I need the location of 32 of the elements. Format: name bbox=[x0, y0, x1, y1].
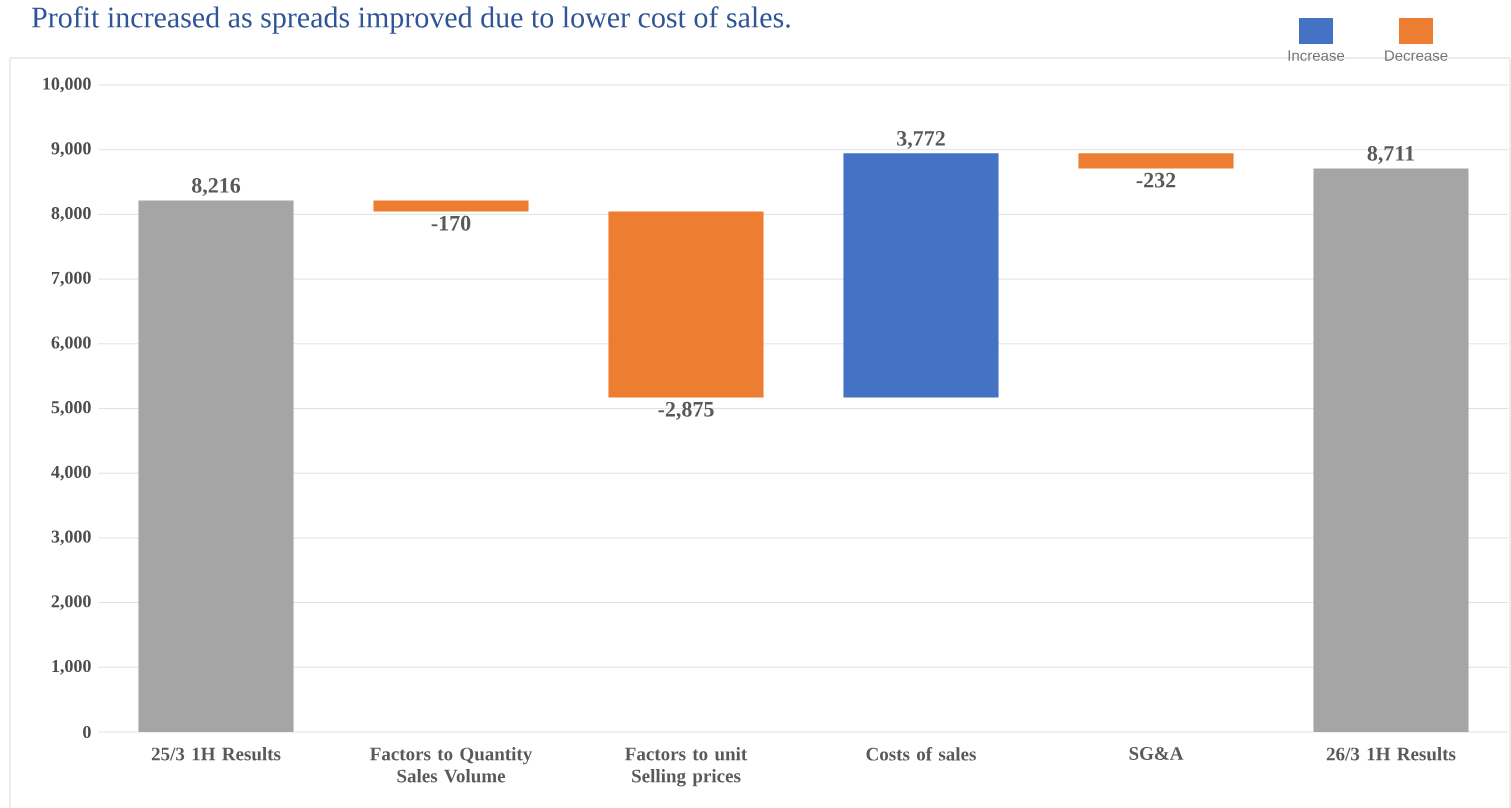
x-tick-label: 25/3 1H Results bbox=[151, 747, 281, 761]
x-tick-label: Factors to unit Selling prices bbox=[625, 747, 748, 787]
x-tick-label: 26/3 1H Results bbox=[1326, 747, 1456, 761]
data-label: 8,711 bbox=[1367, 145, 1414, 164]
bar bbox=[608, 211, 764, 398]
y-tick-label: 10,000 bbox=[43, 77, 91, 93]
data-label: -2,875 bbox=[658, 401, 714, 420]
x-tick-label: Factors to Quantity Sales Volume bbox=[370, 747, 533, 783]
y-tick-label: 3,000 bbox=[51, 530, 91, 546]
data-label: 8,216 bbox=[191, 177, 241, 197]
y-tick-label: 2,000 bbox=[51, 595, 91, 610]
legend-label: Decrease bbox=[1385, 50, 1448, 61]
data-label: -170 bbox=[431, 215, 471, 231]
y-tick-label: 4,000 bbox=[51, 465, 91, 481]
data-label: -232 bbox=[1136, 172, 1176, 188]
y-tick-label: 0 bbox=[83, 725, 91, 739]
y-tick-label: 1,000 bbox=[52, 659, 91, 675]
bar bbox=[843, 153, 999, 398]
bar bbox=[373, 200, 529, 212]
x-tick-label: SG&A bbox=[1129, 747, 1184, 760]
bar bbox=[1313, 168, 1469, 732]
y-tick-label: 7,000 bbox=[51, 271, 91, 287]
y-tick-label: 9,000 bbox=[51, 142, 91, 158]
bar bbox=[1078, 153, 1234, 169]
y-tick-label: 5,000 bbox=[51, 401, 91, 416]
chart-title: Profit increased as spreads improved due to lower cost of sales. bbox=[31, 6, 790, 34]
y-tick-label: 8,000 bbox=[51, 207, 91, 222]
legend-label: Increase bbox=[1288, 50, 1345, 61]
x-tick-label: Costs of sales bbox=[866, 747, 976, 761]
y-tick-label: 6,000 bbox=[51, 336, 91, 352]
data-label: 3,772 bbox=[897, 131, 945, 149]
bar bbox=[138, 200, 294, 732]
